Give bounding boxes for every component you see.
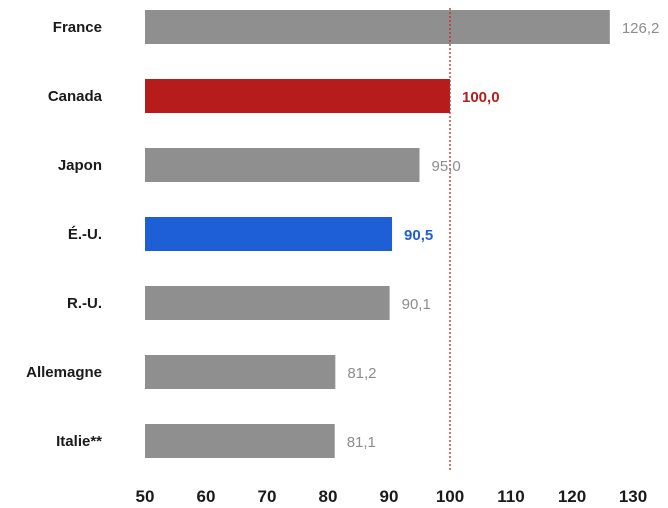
x-tick-label-120: 120 [558, 487, 586, 506]
x-tick-labels-group: 50 60 70 80 90 100 110 120 130 [136, 487, 648, 506]
category-label-5: Allemagne [26, 364, 102, 381]
value-label-0: 126,2 [622, 20, 660, 37]
bars-group [145, 10, 610, 458]
category-label-3: É.-U. [68, 226, 102, 243]
category-label-1: Canada [48, 88, 103, 105]
x-tick-label-70: 70 [258, 487, 277, 506]
category-labels-group: France Canada Japon É.-U. R.-U. Allemagne Ital… [26, 19, 103, 450]
bar-0 [145, 10, 610, 44]
x-tick-label-60: 60 [197, 487, 216, 506]
x-tick-label-100: 100 [436, 487, 464, 506]
x-tick-label-90: 90 [380, 487, 399, 506]
category-label-4: R.-U. [67, 295, 102, 312]
value-label-5: 81,2 [347, 365, 376, 382]
bar-4 [145, 286, 390, 320]
value-label-3: 90,5 [404, 227, 433, 244]
x-tick-label-50: 50 [136, 487, 155, 506]
bar-3 [145, 217, 393, 251]
x-tick-label-80: 80 [319, 487, 338, 506]
category-label-6: Italie** [56, 433, 102, 450]
value-label-6: 81,1 [347, 434, 376, 451]
value-label-2: 95,0 [432, 158, 461, 175]
bar-6 [145, 424, 335, 458]
x-tick-label-130: 130 [619, 487, 647, 506]
category-label-2: Japon [58, 157, 102, 174]
x-tick-label-110: 110 [497, 487, 524, 506]
bar-2 [145, 148, 420, 182]
category-label-0: France [53, 19, 102, 36]
value-label-1: 100,0 [462, 89, 500, 106]
bar-1 [145, 79, 450, 113]
value-labels-group: 126,2 100,0 95,0 90,5 90,1 81,2 81,1 [347, 20, 660, 451]
bar-5 [145, 355, 336, 389]
value-label-4: 90,1 [402, 296, 431, 313]
